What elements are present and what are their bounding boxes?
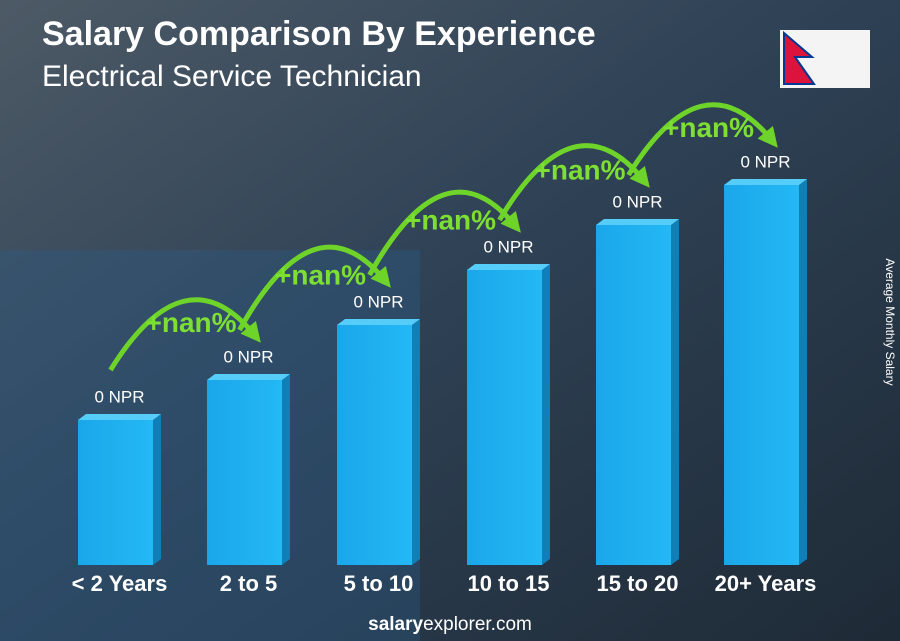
bar-top (467, 264, 550, 270)
axis-label: Average Monthly Salary (883, 258, 897, 385)
category-label: 10 to 15 (468, 571, 550, 596)
bar-top (78, 414, 161, 420)
bar (78, 420, 153, 565)
bar-side (671, 219, 679, 565)
bar (596, 225, 671, 565)
bar-side (412, 319, 420, 565)
change-label: +nan% (405, 204, 496, 235)
bar (467, 270, 542, 565)
bar (207, 380, 282, 565)
bar-top (337, 319, 420, 325)
bar-top (724, 179, 807, 185)
change-arrow (626, 102, 778, 177)
value-label: 0 NPR (483, 237, 533, 256)
change-label: +nan% (145, 307, 236, 338)
change-arrow (497, 143, 650, 222)
change-arrow (367, 189, 521, 277)
bar-side (542, 264, 550, 565)
footer-brand-bold: salary (368, 614, 423, 635)
value-label: 0 NPR (612, 192, 662, 211)
value-label: 0 NPR (740, 152, 790, 171)
change-label: +nan% (534, 154, 625, 185)
category-label: 15 to 20 (597, 571, 679, 596)
value-label: 0 NPR (223, 347, 273, 366)
bar-side (282, 374, 290, 565)
subtitle: Electrical Service Technician (42, 60, 422, 93)
value-label: 0 NPR (353, 292, 403, 311)
category-label: < 2 Years (72, 571, 168, 596)
change-arrow (108, 297, 261, 372)
category-label: 20+ Years (715, 571, 817, 596)
change-label: +nan% (663, 112, 754, 143)
bar-side (153, 414, 161, 565)
footer: salaryexplorer.com (368, 614, 532, 635)
bar (724, 185, 799, 565)
title: Salary Comparison By Experience (42, 15, 596, 53)
bar-top (207, 374, 290, 380)
bars (78, 179, 807, 565)
flag (780, 30, 870, 88)
value-label: 0 NPR (94, 387, 144, 406)
bar-side (799, 179, 807, 565)
footer-brand-rest: explorer.com (423, 614, 532, 635)
bar-top (596, 219, 679, 225)
change-arrow (237, 244, 391, 332)
change-label: +nan% (275, 259, 366, 290)
category-label: 2 to 5 (220, 571, 277, 596)
bar (337, 325, 412, 565)
category-label: 5 to 10 (344, 571, 414, 596)
